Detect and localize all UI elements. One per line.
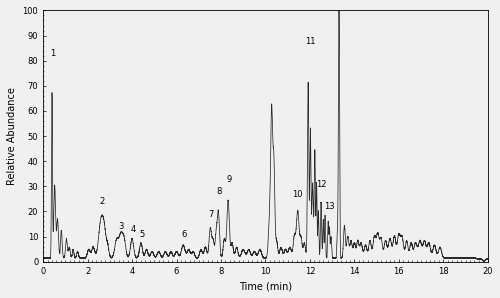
Text: 8: 8	[216, 187, 222, 196]
Text: 13: 13	[324, 202, 335, 211]
Text: 1: 1	[50, 49, 55, 58]
Text: 7: 7	[208, 210, 214, 219]
Text: 11: 11	[304, 37, 315, 46]
Text: 3: 3	[118, 223, 124, 232]
Text: 12: 12	[316, 180, 326, 189]
Y-axis label: Relative Abundance: Relative Abundance	[7, 87, 17, 185]
Text: 5: 5	[140, 230, 144, 239]
Text: 9: 9	[226, 175, 232, 184]
Text: 4: 4	[130, 225, 136, 234]
Text: 10: 10	[292, 190, 303, 199]
Text: 6: 6	[182, 230, 187, 239]
X-axis label: Time (min): Time (min)	[239, 281, 292, 291]
Text: 2: 2	[100, 197, 104, 207]
